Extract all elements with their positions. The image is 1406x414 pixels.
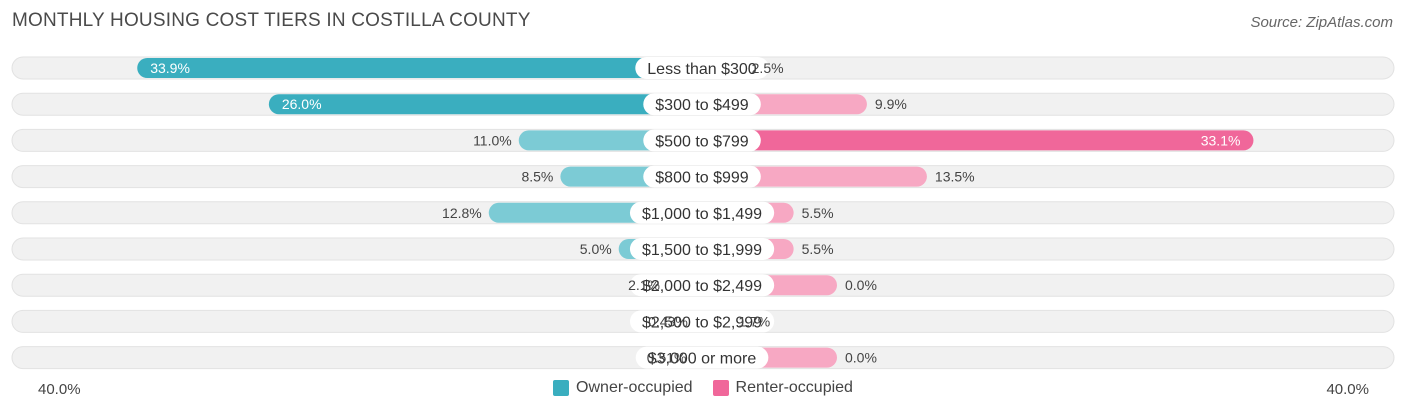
owner-value-label: 12.8% [442, 205, 482, 221]
renter-value-label: 0.0% [845, 350, 877, 366]
renter-value-label: 5.5% [802, 241, 834, 257]
renter-value-label: 1.7% [738, 313, 770, 329]
category-pill [643, 93, 761, 116]
category-label: $500 to $799 [655, 133, 749, 150]
legend-owner: Owner-occupied [553, 379, 693, 397]
legend-renter: Renter-occupied [712, 379, 853, 397]
category-pill [629, 201, 775, 224]
category-pill [643, 129, 761, 152]
category-pill [629, 274, 775, 297]
owner-value-label: 33.9% [150, 60, 190, 76]
owner-value-label: 0.43% [648, 313, 688, 329]
renter-swatch [712, 380, 729, 396]
category-label: $1,000 to $1,499 [642, 206, 762, 223]
category-label: $1,500 to $1,999 [642, 242, 762, 259]
category-label: $3,000 or more [648, 351, 757, 368]
legend-renter-label: Renter-occupied [735, 379, 853, 396]
owner-value-label: 2.1% [628, 277, 660, 293]
renter-value-label: 33.1% [1201, 132, 1241, 148]
category-pill [635, 57, 769, 79]
owner-value-label: 26.0% [282, 96, 322, 112]
category-label: Less than $300 [647, 61, 757, 78]
category-label: $2,000 to $2,499 [642, 278, 762, 295]
renter-value-label: 2.5% [752, 60, 784, 76]
renter-bar [702, 130, 1254, 151]
owner-swatch [553, 380, 570, 396]
axis-right-label: 40.0% [1326, 381, 1369, 398]
axis-left-label: 40.0% [38, 381, 81, 398]
owner-value-label: 11.0% [473, 132, 512, 148]
category-pill [635, 346, 769, 369]
renter-value-label: 9.9% [875, 96, 907, 112]
source-label: Source: ZipAtlas.com [1250, 14, 1393, 31]
renter-value-label: 13.5% [935, 169, 975, 185]
renter-value-label: 5.5% [802, 205, 834, 221]
category-pill [643, 165, 761, 188]
owner-value-label: 8.5% [521, 169, 553, 185]
legend-owner-label: Owner-occupied [576, 379, 693, 396]
renter-value-label: 0.0% [845, 277, 877, 293]
category-pill [629, 310, 775, 333]
chart-title: MONTHLY HOUSING COST TIERS IN COSTILLA C… [12, 10, 531, 31]
owner-value-label: 5.0% [580, 241, 612, 257]
category-label: $300 to $499 [655, 97, 749, 114]
category-pill [629, 238, 775, 260]
legend: Owner-occupied Renter-occupied [0, 379, 1406, 397]
category-label: $2,500 to $2,999 [642, 314, 762, 331]
category-label: $800 to $999 [655, 170, 749, 187]
owner-bar [268, 94, 702, 115]
owner-bar [137, 58, 702, 78]
owner-value-label: 0.51% [647, 350, 687, 366]
